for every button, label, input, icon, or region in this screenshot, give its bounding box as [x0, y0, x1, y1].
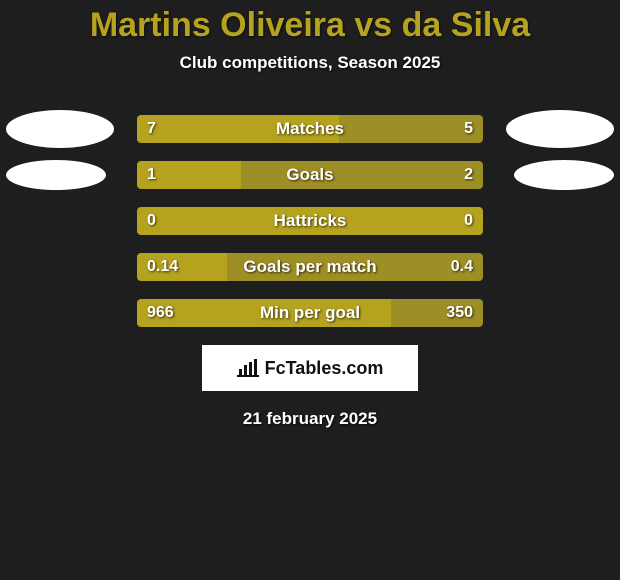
- bar-right: [227, 253, 483, 281]
- stat-row: Goals per match0.140.4: [0, 253, 620, 281]
- stat-row: Goals12: [0, 161, 620, 189]
- bar-track: Matches75: [137, 115, 483, 143]
- stat-row: Matches75: [0, 115, 620, 143]
- bar-right: [391, 299, 483, 327]
- stat-row: Min per goal966350: [0, 299, 620, 327]
- bar-left: [137, 253, 227, 281]
- stat-row: Hattricks00: [0, 207, 620, 235]
- bar-right: [241, 161, 483, 189]
- page-subtitle: Club competitions, Season 2025: [0, 53, 620, 73]
- bar-left: [137, 207, 483, 235]
- date-text: 21 february 2025: [0, 409, 620, 429]
- logo-box: FcTables.com: [202, 345, 418, 391]
- logo-text: FcTables.com: [265, 358, 384, 379]
- bar-right: [339, 115, 483, 143]
- bar-track: Goals per match0.140.4: [137, 253, 483, 281]
- player-right-avatar: [506, 110, 614, 148]
- bar-left: [137, 161, 241, 189]
- bar-track: Hattricks00: [137, 207, 483, 235]
- player-right-avatar: [514, 160, 614, 190]
- bar-track: Goals12: [137, 161, 483, 189]
- bar-left: [137, 299, 391, 327]
- bar-track: Min per goal966350: [137, 299, 483, 327]
- player-left-avatar: [6, 110, 114, 148]
- page-root: Martins Oliveira vs da Silva Club compet…: [0, 0, 620, 580]
- bar-chart-icon: [237, 359, 259, 377]
- player-left-avatar: [6, 160, 106, 190]
- comparison-chart: Matches75 Goals12 Hattricks00 Goals per mat…: [0, 115, 620, 327]
- page-title: Martins Oliveira vs da Silva: [0, 0, 620, 45]
- bar-left: [137, 115, 339, 143]
